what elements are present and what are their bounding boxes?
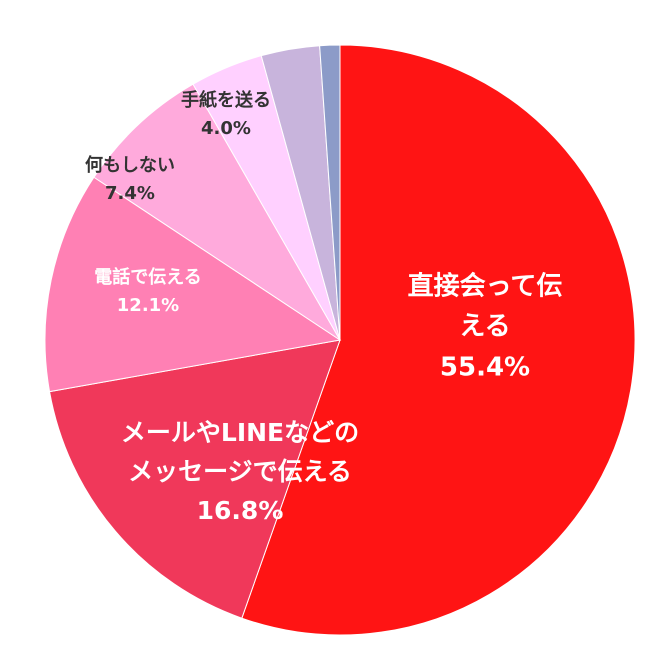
slice-label: 手紙を送る 4.0% bbox=[181, 87, 271, 143]
pie-slice bbox=[319, 44, 341, 341]
slice-label: メールやLINEなどの メッセージで伝える 16.8% bbox=[121, 414, 359, 530]
category-label: 手紙を送る bbox=[181, 90, 271, 112]
value-label: 55.4% bbox=[439, 352, 531, 383]
category-label: 何もしない bbox=[85, 155, 175, 177]
pie-slice bbox=[44, 176, 342, 393]
slice-label: 電話で伝える 12.1% bbox=[94, 264, 201, 320]
pie-slice bbox=[48, 339, 341, 619]
value-label: 7.4% bbox=[105, 183, 155, 204]
slice-label: 何もしない 7.4% bbox=[85, 152, 175, 208]
value-label: 12.1% bbox=[116, 295, 180, 316]
category-label: 電話で伝える bbox=[94, 267, 202, 289]
category-label: 直接会って伝える bbox=[407, 271, 563, 342]
category-label: メールやLINEなどの メッセージで伝える bbox=[120, 417, 360, 486]
value-label: 16.8% bbox=[196, 495, 284, 525]
slice-label: 直接会って伝える 55.4% bbox=[396, 267, 575, 388]
pie-slice bbox=[93, 83, 341, 341]
value-label: 4.0% bbox=[201, 118, 251, 139]
